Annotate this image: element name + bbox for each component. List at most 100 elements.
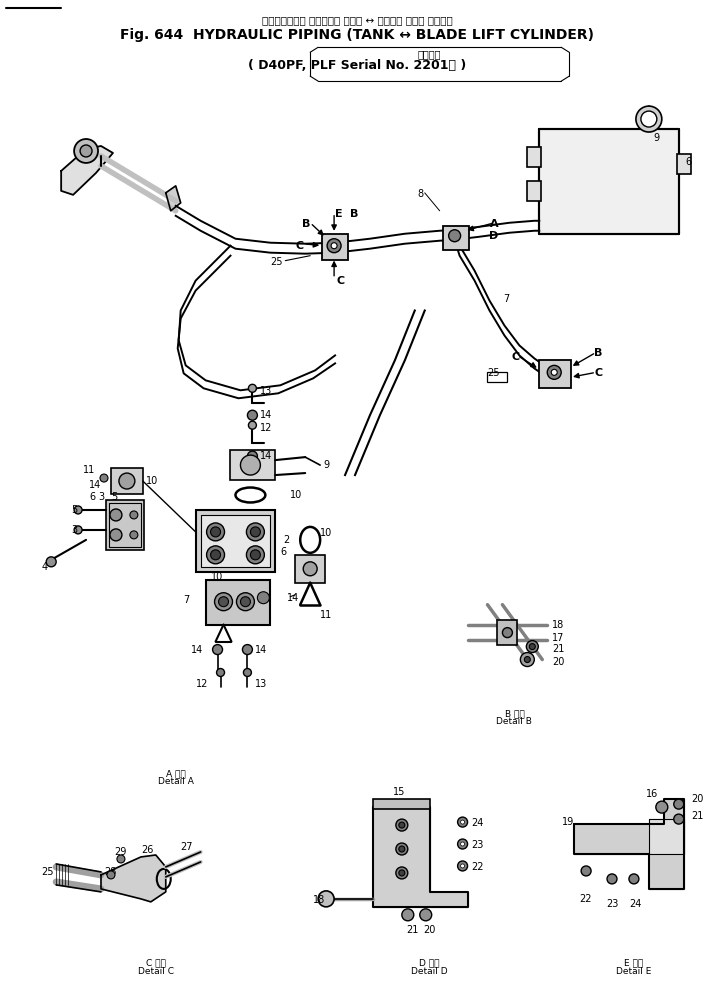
Text: Detail B: Detail B <box>496 718 533 727</box>
Text: 17: 17 <box>552 633 565 643</box>
Text: 7: 7 <box>184 595 190 605</box>
Text: 5: 5 <box>111 492 117 502</box>
Text: 21: 21 <box>552 644 565 653</box>
Circle shape <box>257 592 270 604</box>
Circle shape <box>130 511 138 519</box>
Text: B: B <box>350 209 358 219</box>
Circle shape <box>524 656 531 662</box>
Text: 14: 14 <box>255 644 267 654</box>
Text: 9: 9 <box>323 460 330 470</box>
Bar <box>677 154 691 174</box>
Bar <box>528 147 541 167</box>
Circle shape <box>581 866 591 876</box>
Circle shape <box>250 527 260 537</box>
Circle shape <box>240 597 250 607</box>
Text: 4: 4 <box>41 561 47 572</box>
Text: 14: 14 <box>191 644 203 654</box>
Text: C: C <box>295 241 303 250</box>
Bar <box>196 510 275 572</box>
Text: 23: 23 <box>472 841 484 850</box>
Text: Fig. 644  HYDRAULIC PIPING (TANK ↔ BLADE LIFT CYLINDER): Fig. 644 HYDRAULIC PIPING (TANK ↔ BLADE … <box>120 29 594 43</box>
Circle shape <box>656 801 668 813</box>
Bar <box>111 468 143 494</box>
Text: 22: 22 <box>579 894 591 904</box>
Text: 20: 20 <box>552 656 565 666</box>
Circle shape <box>207 523 225 541</box>
Circle shape <box>250 549 260 559</box>
Bar <box>373 799 430 809</box>
Circle shape <box>247 410 257 420</box>
Circle shape <box>74 139 98 163</box>
Text: D 断面: D 断面 <box>420 958 440 967</box>
Circle shape <box>247 523 265 541</box>
Text: Detail A: Detail A <box>158 777 194 786</box>
Text: 6: 6 <box>89 492 95 502</box>
Text: 19: 19 <box>562 817 574 827</box>
Text: B: B <box>594 348 603 358</box>
Text: C: C <box>511 352 520 362</box>
Text: 24: 24 <box>629 899 641 909</box>
Polygon shape <box>574 799 684 889</box>
Polygon shape <box>61 146 113 195</box>
Text: 13: 13 <box>260 386 272 396</box>
Bar <box>201 515 270 567</box>
Text: 6: 6 <box>280 546 287 556</box>
Polygon shape <box>539 129 679 234</box>
Polygon shape <box>101 855 166 902</box>
Circle shape <box>242 644 252 654</box>
Circle shape <box>331 243 337 248</box>
Text: 25: 25 <box>41 867 54 877</box>
Text: 14: 14 <box>287 593 300 603</box>
Text: 12: 12 <box>260 423 272 434</box>
Text: E 断面: E 断面 <box>624 958 644 967</box>
Text: B: B <box>302 219 310 229</box>
Circle shape <box>110 529 122 541</box>
Circle shape <box>420 909 432 921</box>
Text: 18: 18 <box>552 620 564 630</box>
Circle shape <box>212 644 222 654</box>
Circle shape <box>458 817 468 827</box>
Circle shape <box>74 526 82 534</box>
Circle shape <box>402 909 414 921</box>
Text: 27: 27 <box>181 842 193 852</box>
Text: 21: 21 <box>691 811 704 821</box>
Circle shape <box>503 628 513 638</box>
Bar <box>539 360 571 388</box>
Circle shape <box>529 644 536 649</box>
Circle shape <box>674 799 684 809</box>
Bar <box>230 450 275 480</box>
Circle shape <box>211 549 220 559</box>
Text: 2: 2 <box>283 535 290 544</box>
Text: 16: 16 <box>646 789 658 799</box>
Text: 14: 14 <box>260 451 272 461</box>
Polygon shape <box>373 807 468 907</box>
Bar <box>206 580 270 625</box>
Circle shape <box>460 864 465 868</box>
Text: 11: 11 <box>320 610 332 620</box>
Text: 24: 24 <box>472 818 484 828</box>
Text: 10: 10 <box>211 572 223 582</box>
Text: 13: 13 <box>255 679 267 689</box>
Text: 7: 7 <box>503 294 510 304</box>
Bar <box>295 554 325 583</box>
Circle shape <box>458 840 468 849</box>
Text: 5: 5 <box>71 505 77 515</box>
Bar <box>322 234 348 259</box>
Text: C: C <box>594 368 602 378</box>
Circle shape <box>80 145 92 157</box>
Bar <box>528 181 541 201</box>
Bar <box>488 372 508 382</box>
Circle shape <box>217 668 225 676</box>
Text: 25: 25 <box>270 256 283 266</box>
Circle shape <box>399 822 405 828</box>
Circle shape <box>46 556 56 567</box>
Circle shape <box>74 506 82 514</box>
Bar <box>109 503 141 546</box>
Text: 10: 10 <box>146 476 158 486</box>
Text: C 断面: C 断面 <box>146 958 166 967</box>
Text: 20: 20 <box>691 794 704 804</box>
Text: B 断面: B 断面 <box>505 710 524 719</box>
Text: 10: 10 <box>290 490 302 500</box>
Circle shape <box>240 455 260 475</box>
Text: 9: 9 <box>654 133 660 143</box>
